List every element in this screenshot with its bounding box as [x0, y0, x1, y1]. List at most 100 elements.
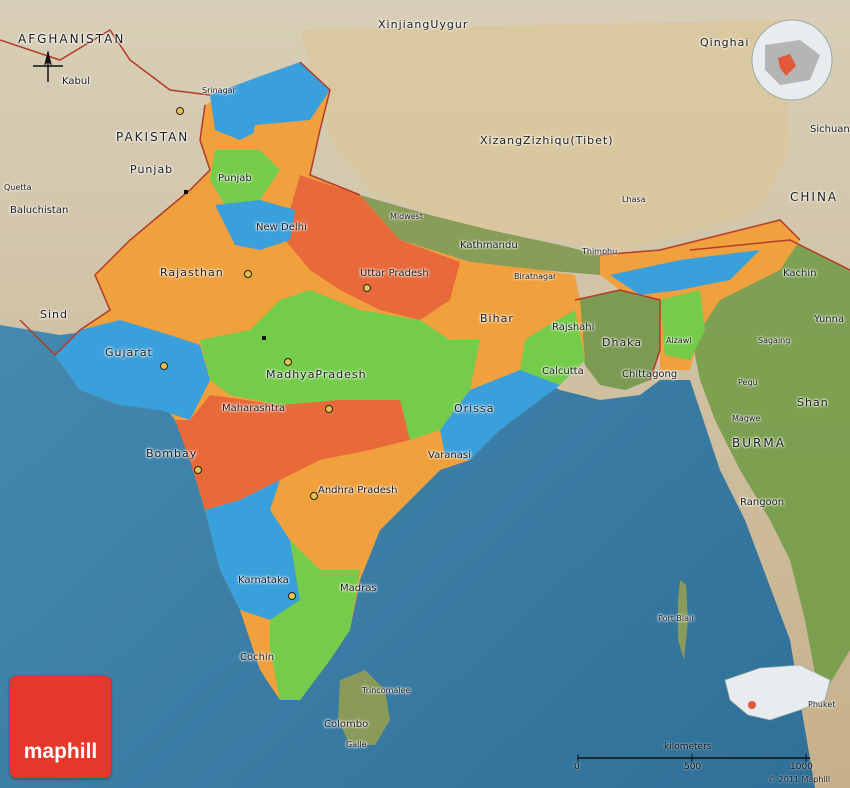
label-xinjiang: XinjiangUygur [378, 18, 469, 31]
asia-inset-highlight [748, 701, 756, 709]
label-lhasa: Lhasa [622, 195, 646, 204]
scale-tick-500: 500 [684, 762, 702, 772]
label-andhra-pradesh: Andhra Pradesh [318, 485, 398, 496]
country-borders [0, 28, 850, 381]
label-port-blair: Port Blair [658, 614, 695, 623]
city-marker [176, 107, 184, 115]
city-marker [184, 190, 188, 194]
kashmir-region [210, 62, 330, 140]
himachal-region [250, 120, 310, 165]
label-yunnan: Yunna [814, 314, 845, 325]
label-phuket: Phuket [808, 700, 836, 709]
maphill-logo-text: maphill [23, 740, 98, 763]
city-marker [262, 336, 266, 340]
label-shan: Shan [797, 396, 829, 409]
scale-tick-1000: 1000 [790, 762, 813, 772]
label-chittagong: Chittagong [622, 369, 678, 380]
himalaya-foothills [360, 195, 600, 275]
label-midwest: Midwest [390, 212, 423, 221]
label-gujarat: Gujarat [105, 346, 153, 359]
label-bombay: Bombay [146, 447, 198, 460]
label-calcutta: Calcutta [542, 366, 584, 377]
label-rajasthan: Rajasthan [160, 266, 224, 279]
copyright: © 2011 Maphill [768, 775, 831, 784]
scale-bar: kilometers 0 500 1000 [574, 742, 814, 772]
city-marker [160, 362, 168, 370]
chhattisgarh-region [400, 340, 480, 440]
label-quetta: Quetta [4, 183, 32, 192]
label-aizawl: Aizawl [666, 336, 692, 345]
northeast-blue [610, 250, 760, 295]
label-punjab-in: Punjab [218, 173, 252, 184]
haryana-region [215, 200, 295, 250]
label-sichuan: Sichuan [810, 124, 850, 135]
city-marker [363, 284, 371, 292]
burma-land [690, 240, 850, 700]
label-sind: Sind [40, 308, 68, 321]
label-pegu: Pegu [738, 378, 758, 387]
andaman-islands [678, 580, 688, 660]
compass-icon [33, 50, 63, 82]
city-marker [288, 592, 296, 600]
label-kachin: Kachin [783, 268, 817, 279]
punjab-india [210, 150, 280, 205]
label-trincomalee: Trincomalee [362, 686, 411, 695]
label-bihar: Bihar [480, 312, 514, 325]
label-madhya-pradesh: MadhyaPradesh [266, 368, 367, 381]
orissa-region [440, 370, 560, 460]
label-colombo: Colombo [324, 719, 369, 730]
label-cochin: Cochin [240, 652, 275, 663]
west-bengal-region [520, 310, 585, 385]
label-magwe: Magwe [732, 414, 761, 423]
label-maharashtra: Maharashtra [222, 403, 286, 414]
label-biratnagar: Biratnagar [514, 272, 557, 281]
label-srinagar: Srinagar [202, 86, 236, 95]
label-kabul: Kabul [62, 76, 90, 87]
tibet-plateau [300, 20, 790, 250]
uttar-pradesh-region [285, 175, 460, 320]
andhra-region [270, 440, 470, 570]
karnataka-region [205, 480, 300, 620]
scale-unit: kilometers [664, 742, 712, 752]
tamil-nadu-region [270, 540, 360, 700]
label-rangoon: Rangoon [740, 497, 785, 508]
label-new-delhi: New Delhi [256, 222, 307, 233]
kerala-region [240, 610, 280, 700]
northeast-green [660, 290, 705, 360]
gujarat-region [55, 320, 210, 420]
city-marker [194, 466, 202, 474]
scale-line [577, 754, 810, 762]
label-xizang: XizangZizhiqu(Tibet) [480, 134, 614, 147]
scale-tick-0: 0 [574, 762, 580, 772]
city-marker [325, 405, 333, 413]
label-thimphu: Thimphu [582, 247, 618, 256]
label-uttar-pradesh: Uttar Pradesh [360, 268, 429, 279]
city-marker [284, 358, 292, 366]
bangladesh-land [575, 290, 660, 390]
label-galle: Galle [346, 740, 367, 749]
label-china: CHINA [790, 190, 839, 204]
label-orissa: Orissa [454, 402, 495, 415]
label-qinghai: Qinghai [700, 36, 750, 49]
label-rajshahi: Rajshahi [552, 322, 595, 333]
label-kathmandu: Kathmandu [460, 240, 518, 251]
label-dhaka: Dhaka [602, 336, 643, 349]
sri-lanka [338, 670, 390, 745]
maphill-logo[interactable]: maphill [10, 676, 111, 778]
maharashtra-region [175, 395, 410, 510]
city-marker [310, 492, 318, 500]
label-karnataka: Karnataka [238, 575, 289, 586]
label-madras: Madras [340, 583, 377, 594]
label-varanasi: Varanasi [428, 450, 471, 461]
label-baluchistan: Baluchistan [10, 205, 69, 216]
bihar-region [450, 262, 575, 340]
madhya-pradesh-region [200, 290, 450, 405]
label-punjab-pk: Punjab [130, 163, 174, 176]
label-pakistan: PAKISTAN [116, 130, 190, 144]
city-marker [244, 270, 252, 278]
label-burma: BURMA [732, 436, 786, 450]
rajasthan-region [95, 205, 280, 340]
label-afghanistan: AFGHANISTAN [18, 32, 126, 46]
label-sagaing: Sagaing [758, 336, 791, 345]
